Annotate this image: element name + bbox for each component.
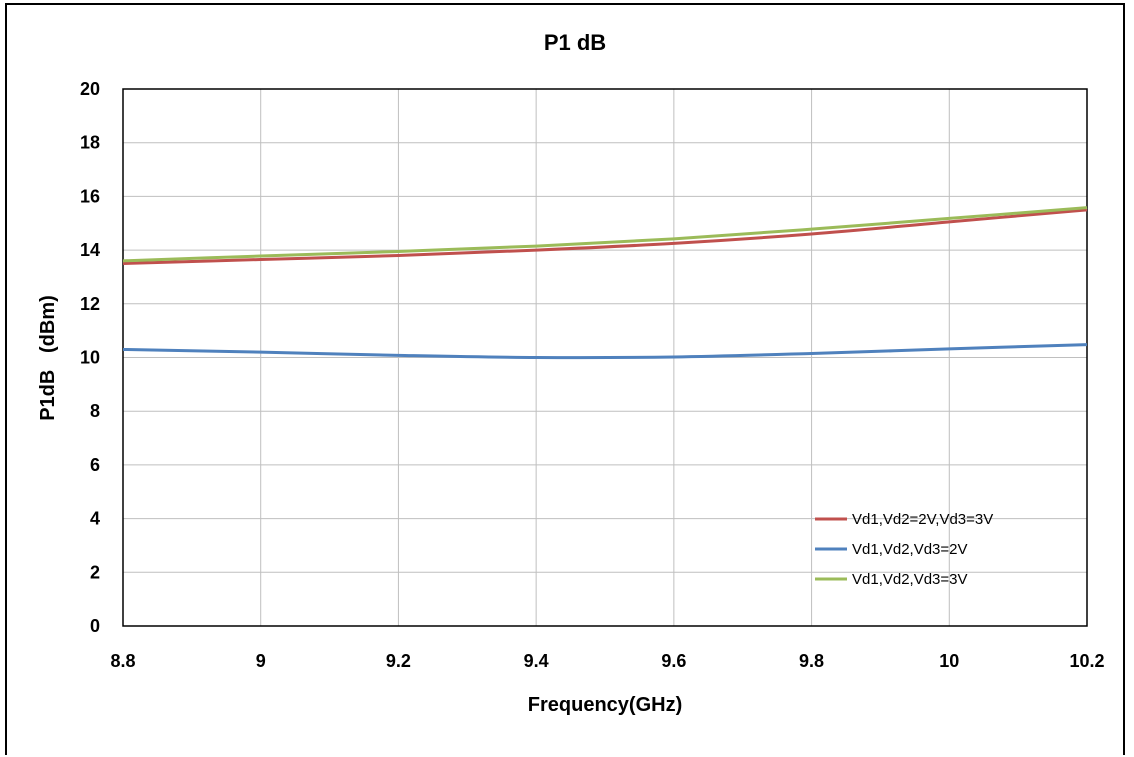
- y-tick-label: 6: [90, 455, 100, 475]
- legend-label: Vd1,Vd2,Vd3=3V: [852, 571, 968, 588]
- legend-label: Vd1,Vd2=2V,Vd3=3V: [852, 511, 993, 528]
- series-layer: [122, 206, 1088, 360]
- x-tick-label: 9.4: [524, 651, 549, 671]
- x-tick-label: 8.8: [110, 651, 135, 671]
- x-tick-label: 9.2: [386, 651, 411, 671]
- series-line-1: [122, 208, 1088, 266]
- x-axis-title: Frequency(GHz): [528, 694, 682, 716]
- x-tick-label: 10: [939, 651, 959, 671]
- y-tick-label: 10: [80, 348, 100, 368]
- series-line-3: [122, 206, 1088, 263]
- x-tick-label: 9.6: [661, 651, 686, 671]
- y-tick-label: 12: [80, 294, 100, 314]
- y-axis-title: P1dB (dBm): [37, 295, 59, 421]
- x-tick-label: 9.8: [799, 651, 824, 671]
- x-tick-label: 10.2: [1069, 651, 1104, 671]
- x-tick-label: 9: [256, 651, 266, 671]
- plot-area-border: [122, 88, 1088, 627]
- chart-frame: [5, 3, 1125, 755]
- y-tick-label: 20: [80, 79, 100, 99]
- y-tick-label: 4: [90, 509, 100, 529]
- grid: [123, 89, 1087, 626]
- y-tick-label: 8: [90, 401, 100, 421]
- legend: Vd1,Vd2=2V,Vd3=3V Vd1,Vd2,Vd3=2V Vd1,Vd2,V…: [815, 511, 993, 588]
- y-tick-label: 0: [90, 616, 100, 636]
- legend-label: Vd1,Vd2,Vd3=2V: [852, 541, 968, 558]
- y-tick-label: 18: [80, 133, 100, 153]
- y-tick-label: 2: [90, 562, 100, 582]
- y-tick-label: 14: [80, 240, 100, 260]
- chart-title: P1 dB: [544, 30, 606, 55]
- tick-labels: 8.8 9 9.2 9.4 9.6 9.8 10 10.2 0 2 4 6 8 10 12 14 16 18 20: [80, 79, 1105, 671]
- y-tick-label: 16: [80, 186, 100, 206]
- series-line-2: [122, 343, 1088, 360]
